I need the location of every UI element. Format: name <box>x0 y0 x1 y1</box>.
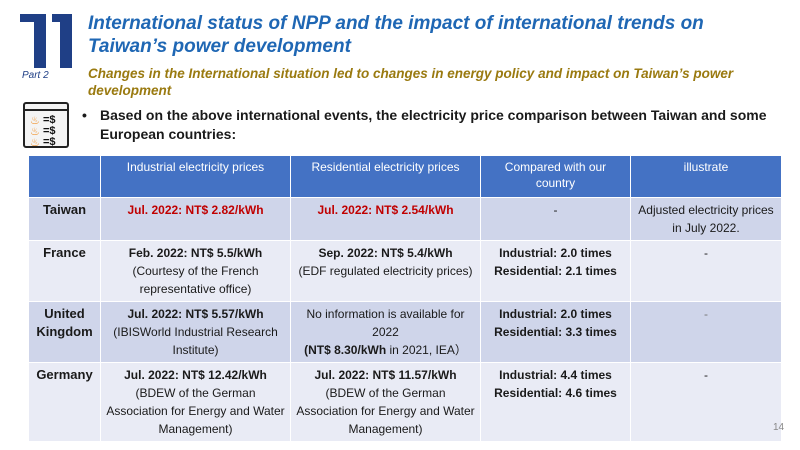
country-cell: Germany <box>28 362 101 442</box>
table-row-taiwan: Taiwan Jul. 2022: NT$ 2.82/kWh Jul. 2022… <box>28 197 782 241</box>
table-row-uk: United Kingdom Jul. 2022: NT$ 5.57/kWh (I… <box>28 301 782 363</box>
country-cell: Taiwan <box>28 197 101 241</box>
illustrate-cell: - <box>630 301 782 363</box>
illustrate-cell: - <box>630 240 782 302</box>
bullet-marker: • <box>82 107 87 123</box>
residential-cell: Sep. 2022: NT$ 5.4/kWh (EDF regulated ele… <box>290 240 481 302</box>
part-logo: Part 2 <box>20 14 76 84</box>
header-industrial: Industrial electricity prices <box>100 155 291 198</box>
page-number: 14 <box>773 422 785 433</box>
price-comparison-table: Industrial electricity prices Residentia… <box>28 155 782 442</box>
residential-cell: Jul. 2022: NT$ 2.54/kWh <box>290 197 481 241</box>
page-title: International status of NPP and the impa… <box>88 13 704 57</box>
table-header-row: Industrial electricity prices Residentia… <box>28 155 782 198</box>
compared-cell: - <box>480 197 631 241</box>
compared-cell: Industrial: 2.0 times Residential: 2.1 ti… <box>480 240 631 302</box>
page-subtitle: Changes in the International situation l… <box>88 66 734 98</box>
residential-cell: No information is available for 2022 (NT$… <box>290 301 481 363</box>
bullet-text: Based on the above international events,… <box>100 107 767 142</box>
country-cell: France <box>28 240 101 302</box>
header-illustrate: illustrate <box>630 155 782 198</box>
industrial-cell: Jul. 2022: NT$ 2.82/kWh <box>100 197 291 241</box>
table-row-france: France Feb. 2022: NT$ 5.5/kWh (Courtesy o… <box>28 240 782 302</box>
header-compared: Compared with our country <box>480 155 631 198</box>
illustrate-cell: Adjusted electricity prices in July 2022… <box>630 197 782 241</box>
residential-cell: Jul. 2022: NT$ 11.57/kWh (BDEW of the Ger… <box>290 362 481 442</box>
industrial-cell: Jul. 2022: NT$ 12.42/kWh (BDEW of the Ger… <box>100 362 291 442</box>
compared-cell: Industrial: 2.0 times Residential: 3.3 ti… <box>480 301 631 363</box>
header-country <box>28 155 101 198</box>
fire-dollar-icon: ♨ =$ ♨ =$ ♨ =$ <box>23 102 69 149</box>
part-label: Part 2 <box>22 70 49 81</box>
compared-cell: Industrial: 4.4 times Residential: 4.6 ti… <box>480 362 631 442</box>
illustrate-cell: - <box>630 362 782 442</box>
industrial-cell: Jul. 2022: NT$ 5.57/kWh (IBISWorld Indust… <box>100 301 291 363</box>
industrial-cell: Feb. 2022: NT$ 5.5/kWh (Courtesy of the F… <box>100 240 291 302</box>
header-residential: Residential electricity prices <box>290 155 481 198</box>
country-cell: United Kingdom <box>28 301 101 363</box>
bullet-point: • Based on the above international event… <box>82 106 782 144</box>
table-row-germany: Germany Jul. 2022: NT$ 12.42/kWh (BDEW of… <box>28 362 782 442</box>
